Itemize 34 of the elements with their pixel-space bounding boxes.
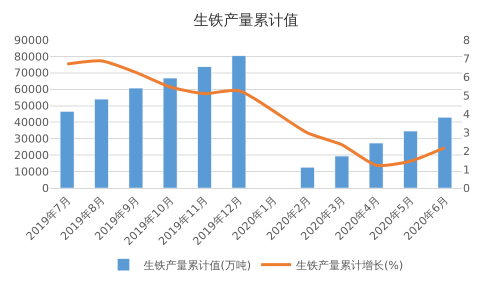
y2-tick-label: 7 — [463, 52, 470, 66]
y-tick-label: 50000 — [14, 100, 49, 113]
bar — [60, 111, 74, 188]
y-tick-label: 0 — [42, 182, 49, 195]
bar — [369, 142, 384, 188]
bar — [94, 98, 109, 188]
bar — [128, 88, 143, 188]
bar — [163, 78, 178, 188]
y-tick-label: 60000 — [14, 83, 49, 96]
y-tick-label: 70000 — [14, 66, 49, 80]
y-tick-label: 90000 — [14, 34, 49, 47]
bar — [403, 130, 418, 188]
bar — [232, 56, 246, 188]
line-series — [66, 59, 446, 168]
y2-tick-label: 0 — [463, 182, 470, 195]
y2-tick-label: 4 — [463, 108, 470, 121]
y2-tick-label: 6 — [463, 70, 470, 84]
legend-label: 生铁产量累计增长(%) — [296, 258, 404, 272]
bar — [334, 156, 349, 188]
y-tick-label: 80000 — [14, 50, 49, 64]
y2-tick-label: 8 — [463, 34, 470, 47]
y-tick-label: 30000 — [14, 132, 49, 146]
bar — [300, 167, 315, 188]
y-tick-label: 20000 — [14, 148, 49, 162]
y2-tick-label: 2 — [463, 144, 470, 158]
bar — [438, 117, 452, 188]
chart-title: 生铁产量累计值 — [194, 11, 298, 30]
y2-tick-label: 5 — [463, 89, 470, 102]
legend-label: 生铁产量累计值(万吨) — [144, 258, 252, 272]
y-tick-label: 10000 — [14, 165, 49, 178]
y-tick-label: 40000 — [14, 116, 49, 130]
bar — [197, 66, 212, 188]
y2-tick-label: 3 — [463, 126, 470, 140]
y2-tick-label: 1 — [463, 163, 470, 176]
